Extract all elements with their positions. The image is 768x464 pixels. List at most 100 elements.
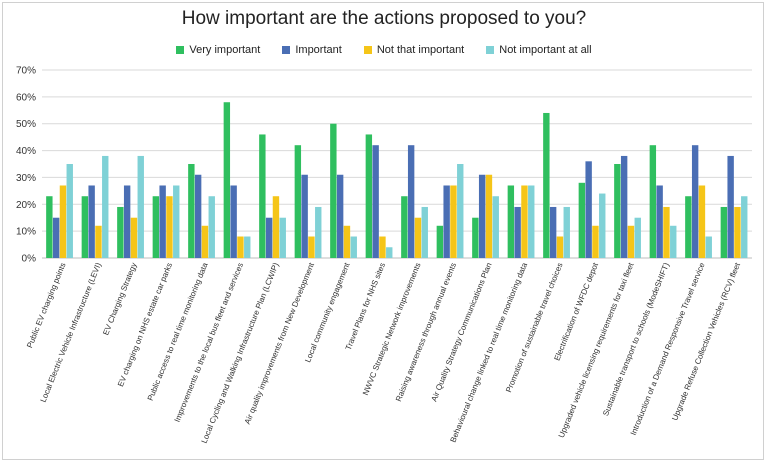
bar (705, 236, 712, 258)
x-category-label: EV Charging Strategy (101, 261, 138, 336)
bar (130, 217, 138, 258)
y-tick-label: 30% (16, 173, 36, 184)
bar (194, 174, 202, 258)
bar (649, 145, 657, 258)
bar (88, 185, 95, 258)
bar (81, 196, 89, 258)
bar (614, 164, 621, 258)
bar (478, 174, 486, 258)
bar (698, 185, 706, 258)
bar (620, 155, 628, 258)
bar (485, 174, 493, 258)
bar (188, 164, 195, 258)
bar (137, 155, 144, 258)
legend-label: Not that important (376, 44, 465, 56)
x-category-label: Public access to real time monitoring da… (146, 261, 210, 402)
bar (59, 185, 67, 258)
bar (457, 164, 464, 258)
x-category-label: Upgraded vehicle licensing requirements … (557, 261, 636, 439)
x-category-label: Behavioural change linked to real time m… (448, 261, 529, 444)
bar (521, 185, 528, 258)
y-tick-label: 0% (22, 254, 37, 265)
y-tick-label: 60% (16, 92, 36, 103)
x-category-label: Local Electric Vehicle Infrastructure (L… (39, 261, 104, 404)
bar (656, 185, 663, 258)
bar (123, 185, 131, 258)
x-category-label: Local Cycling and Walking Infrastructure… (200, 261, 281, 445)
bar (401, 196, 408, 258)
bar (514, 206, 521, 258)
legend-swatch (363, 46, 372, 54)
legend-item: Important (282, 44, 342, 56)
bar (727, 155, 734, 258)
bar (492, 196, 499, 258)
legend-item: Not important at all (486, 44, 592, 56)
legend-swatch (176, 46, 185, 54)
y-tick-label: 20% (16, 200, 36, 211)
bar (670, 225, 677, 258)
x-category-label: Air Quality Strategy Communications Plan (429, 261, 493, 402)
y-tick-label: 10% (16, 227, 36, 238)
bar (386, 247, 393, 258)
legend-item: Very important (176, 44, 260, 56)
y-tick-label: 50% (16, 119, 36, 130)
x-category-label: Introduction of a Demand Responsive Trav… (629, 261, 707, 437)
bar (201, 225, 209, 258)
bar (450, 185, 457, 258)
chart-title: How important are the actions proposed t… (181, 8, 587, 29)
bar (421, 206, 428, 258)
bar (315, 206, 322, 258)
bar (46, 196, 53, 258)
bar (592, 225, 599, 258)
x-category-label: Raising awareness through annual events (394, 261, 458, 403)
bar (159, 185, 166, 258)
legend-label: Very important (189, 44, 261, 56)
bar (244, 236, 251, 258)
bar (407, 145, 415, 258)
x-category-label: Air quality improvements from New Develo… (243, 261, 317, 426)
bar (301, 174, 308, 258)
x-category-label: Upgrade Refuse Collection Vehicles (RCV)… (670, 261, 742, 422)
bar (117, 206, 124, 258)
bar (599, 193, 606, 258)
bar (379, 236, 386, 258)
bar (691, 145, 699, 258)
legend-swatch (282, 46, 291, 54)
legend-label: Not important at all (499, 44, 592, 56)
bar (102, 155, 109, 258)
bar (336, 174, 344, 258)
bar (528, 185, 535, 258)
bar (507, 185, 515, 258)
bar (414, 217, 422, 258)
bar (66, 164, 73, 258)
x-category-label: Travel Plans for NHS sites (344, 261, 387, 351)
bar (627, 225, 635, 258)
bar (173, 185, 180, 258)
bar (443, 185, 450, 258)
y-tick-label: 70% (16, 66, 36, 77)
legend-swatch (486, 46, 495, 54)
chart-legend: Very important Important Not that importan… (0, 44, 768, 56)
bar (152, 196, 160, 258)
bar (549, 206, 557, 258)
bar (166, 196, 173, 258)
bar (543, 112, 550, 258)
bar (259, 134, 266, 258)
bar (208, 196, 215, 258)
bar (436, 225, 444, 258)
bar (563, 206, 570, 258)
bar (556, 236, 564, 258)
legend-item: Not that important (363, 44, 465, 56)
x-category-label: Sustainable transport to schools (ModeSH… (601, 261, 671, 417)
bar (95, 225, 102, 258)
bar (585, 161, 592, 258)
bar (741, 196, 748, 258)
bar (272, 196, 280, 258)
bar (634, 217, 641, 258)
bar (372, 145, 379, 258)
y-tick-label: 40% (16, 146, 36, 157)
bar (230, 185, 237, 258)
bar (223, 102, 231, 258)
bar (720, 206, 728, 258)
